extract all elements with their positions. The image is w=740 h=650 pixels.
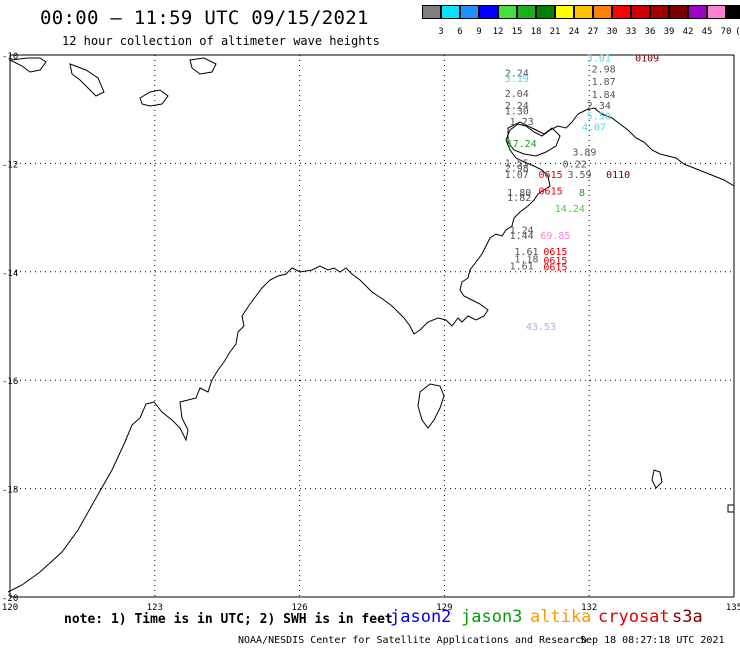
colorbar-swatch: [669, 5, 688, 19]
lat-lon-grid: [9, 54, 735, 598]
colorbar-swatch: [479, 5, 498, 19]
colorbar-label: 21: [549, 27, 561, 37]
wave-height-point: 3.89: [572, 147, 596, 158]
legend-altika: altika: [530, 607, 592, 627]
colorbar-swatch: [498, 5, 517, 19]
lon-tick-label: 135: [726, 603, 740, 613]
colorbar-label: 24: [568, 27, 580, 37]
legend-s3a: s3a: [672, 607, 703, 627]
colorbar-swatch: [574, 5, 593, 19]
wave-height-point: 17.24: [507, 139, 537, 150]
colorbar-label: 39: [663, 27, 675, 37]
legend-jason3: jason3: [461, 607, 523, 627]
wave-height-point: 1.61: [510, 261, 534, 272]
colorbar-swatch: [726, 5, 740, 19]
coastline: [7, 57, 735, 593]
note-text: note: 1) Time is in UTC; 2) SWH is in fe…: [64, 612, 393, 627]
wave-height-point: 0615: [543, 262, 567, 273]
colorbar-swatch: [422, 5, 441, 19]
colorbar-label: 70: [720, 27, 732, 37]
colorbar-label: 30: [606, 27, 618, 37]
wave-height-point: 3.19: [505, 74, 529, 85]
axis-tick-labels: 120 123 126 129 132 135 -10 -12 -14 -16 -18 -20: [2, 52, 740, 613]
colorbar-label: 15: [511, 27, 523, 37]
timestamp-text: Sep 18 08:27:18 UTC 2021: [580, 635, 725, 646]
colorbar-label: 18: [530, 27, 542, 37]
colorbar-swatch: [441, 5, 460, 19]
wave-height-point: 1.30: [505, 106, 529, 117]
colorbar-label: 6: [457, 27, 463, 37]
page-title: 00:00 — 11:59 UTC 09/15/2021: [40, 7, 369, 29]
colorbar-swatch: [460, 5, 479, 19]
wave-height-point: 0.22: [563, 159, 587, 170]
wave-height-point: 3.01: [587, 54, 611, 65]
colorbar-swatch: [593, 5, 612, 19]
legend-cryosat: cryosat: [598, 607, 670, 627]
colorbar-swatch: [555, 5, 574, 19]
wave-height-point: 1.18: [514, 254, 538, 265]
lon-tick-label: 129: [436, 603, 452, 613]
colorbar-unit: (ft): [735, 27, 740, 37]
wave-height-point: 2.04: [505, 89, 529, 100]
colorbar-label: 45: [701, 27, 713, 37]
wave-height-point: 1.44: [510, 231, 534, 242]
wave-height-point: 1.80: [507, 188, 531, 199]
lon-tick-label: 126: [291, 603, 307, 613]
colorbar-swatch: [612, 5, 631, 19]
wave-height-point: 0615: [543, 256, 567, 267]
wave-height-point: 0109: [635, 54, 659, 65]
wave-height-point: 5.50: [587, 112, 611, 123]
wave-height-point: 1.61: [514, 247, 538, 258]
wave-height-point: 3.59: [567, 170, 591, 181]
colorbar-label: 12: [492, 27, 504, 37]
wave-height-point: 2.98: [505, 164, 529, 175]
wave-height-point: 0615: [539, 187, 563, 198]
wave-height-point: 1.07: [505, 170, 529, 181]
wave-height-point: 2.24: [505, 101, 529, 112]
wave-height-point: 43.53: [526, 322, 556, 333]
colorbar-label: 3: [438, 27, 444, 37]
wave-height-point: 2.24: [505, 68, 529, 79]
wave-height-point: 8: [579, 188, 585, 199]
wave-height-point: 14.24: [555, 204, 585, 215]
lon-tick-label: 120: [2, 603, 18, 613]
wave-height-point: 0110: [606, 170, 630, 181]
wave-height-point: 69.85: [540, 231, 570, 242]
legend-jason2: jason2: [390, 607, 452, 627]
colorbar-swatch: [650, 5, 669, 19]
wave-height-point: 0615: [539, 170, 563, 181]
wave-height-point: 1.55: [505, 158, 529, 169]
wave-height-point: 1.24: [510, 226, 534, 237]
lat-tick-label: -14: [2, 269, 18, 279]
wave-height-point: 1.84: [592, 90, 616, 101]
colorbar-label: 42: [682, 27, 694, 37]
credit-text: NOAA/NESDIS Center for Satellite Applica…: [238, 635, 588, 646]
wave-height-point: 2.98: [592, 65, 616, 76]
colorbar-label: 33: [625, 27, 637, 37]
colorbar-swatch: [536, 5, 555, 19]
colorbar-label: 9: [476, 27, 482, 37]
wave-height-point: 2.34: [587, 101, 611, 112]
wave-height-point: 4.07: [582, 123, 606, 134]
colorbar-swatch: [517, 5, 536, 19]
lon-tick-label: 123: [147, 603, 163, 613]
page-subtitle: 12 hour collection of altimeter wave hei…: [62, 34, 380, 48]
wave-height-point: 1.23: [510, 117, 534, 128]
lat-tick-label: -16: [2, 377, 18, 387]
lat-tick-label: -12: [2, 160, 18, 170]
colorbar-label: 27: [587, 27, 599, 37]
colorbar-label: 36: [644, 27, 656, 37]
lat-tick-label: -20: [2, 594, 18, 604]
wave-height-point: 1.87: [592, 77, 616, 88]
lat-tick-label: -18: [2, 486, 18, 496]
lat-tick-label: -10: [2, 52, 18, 62]
lon-tick-label: 132: [581, 603, 597, 613]
wave-height-point: 1.82: [507, 193, 531, 204]
colorbar-swatch: [631, 5, 650, 19]
colorbar-swatch: [707, 5, 726, 19]
colorbar-swatch: [688, 5, 707, 19]
wave-height-point: 0615: [543, 247, 567, 258]
